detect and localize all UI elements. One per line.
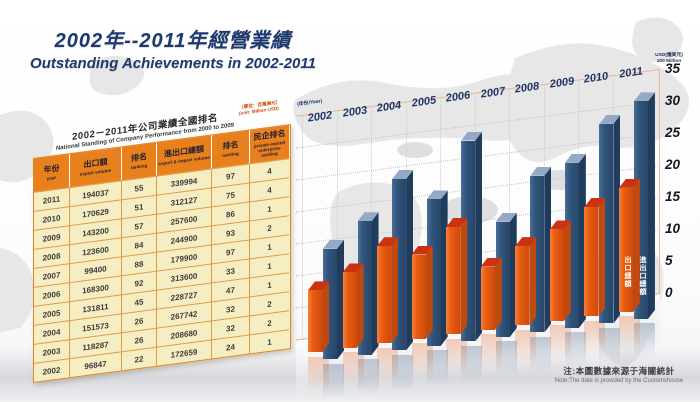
bar-total-2008 [544, 167, 551, 333]
bar-export-2009 [549, 220, 571, 230]
bar-total-2002 [323, 239, 344, 249]
y-axis-line [659, 69, 660, 294]
performance-table: （單位：百萬美元） (unit: Million USD) 2002－2011年… [33, 99, 291, 383]
bar-total-2002 [337, 240, 344, 360]
bar-total-2011 [648, 92, 655, 319]
bar-total-2008-reflection [530, 336, 552, 379]
bar-export-2008-reflection [515, 329, 537, 372]
table-cell: 24 [212, 334, 250, 359]
bar-export-2007-reflection [480, 334, 502, 376]
table-column-header-4: 排名 ranking [212, 130, 250, 169]
bar-export-2003 [342, 272, 357, 348]
source-note: 注:本圖數據來源于海關統計 Note:The date is provided … [540, 365, 698, 384]
bar-total-2009 [579, 154, 586, 328]
source-note-zh: 注:本圖數據來源于海關統計 [563, 366, 675, 376]
bar-total-2003 [372, 212, 379, 355]
bar-total-2003 [357, 212, 379, 222]
table-cell: 22 [122, 346, 157, 371]
table-column-header-5: 民企排名 private-owned enterprise ranking [250, 125, 289, 164]
bar-total-2006-reflection [461, 345, 483, 388]
bar-export-2007 [495, 258, 502, 330]
bar-export-2011-reflection [618, 316, 640, 358]
bar-export-2004 [391, 237, 398, 343]
bar-export-2010-reflection [584, 320, 606, 363]
page-title: 2002年--2011年經營業績 Outstanding Achievement… [28, 24, 318, 72]
table-column-header-2: 排名 ranking [122, 142, 157, 181]
column-header-en: ranking [222, 150, 239, 158]
bar-total-2008 [530, 166, 552, 176]
source-note-en: Note:The date is provided by the Customs… [554, 378, 684, 384]
bar-export-2010 [584, 207, 599, 317]
table-body: 2011 194037 55 339994 97 4 2010 170629 51 312127 7… [34, 158, 290, 382]
page-title-zh: 2002年--2011年經營業績 [54, 30, 292, 52]
bar-export-2008 [515, 246, 530, 326]
bar-total-2005 [426, 190, 448, 200]
bar-total-2007 [495, 212, 517, 222]
bar-export-2009 [549, 229, 564, 321]
bar-total-2011-reflection [633, 323, 655, 365]
bar-total-2004 [406, 170, 413, 351]
bar-export-2006-reflection [446, 338, 468, 381]
table-grid: 年份 year 出口額 export volume 排名 ranking 進出口總額 expo… [33, 124, 291, 383]
bar-export-2005-reflection [411, 343, 433, 385]
bar-export-2011 [618, 187, 633, 312]
column-header-zh: 年份 [43, 163, 60, 175]
bar-export-2006 [446, 217, 468, 227]
bar-export-2010 [598, 198, 605, 316]
bar-total-2011 [633, 92, 655, 102]
y-axis-unit-line2: 100 Million [656, 58, 682, 64]
bar-total-2009 [564, 153, 586, 163]
bar-total-2006 [475, 132, 482, 342]
bar-export-2002-reflection [308, 356, 329, 399]
bar-export-2002 [308, 281, 329, 291]
column-header-en: ranking [130, 162, 148, 170]
bar-export-2006 [446, 226, 461, 335]
bar-total-2002-reflection [323, 363, 344, 402]
bar-total-2005 [441, 190, 448, 346]
bar-export-2005 [426, 246, 433, 339]
bar-export-2003-reflection [342, 352, 364, 394]
bar-export-2002 [308, 290, 322, 353]
bar-total-2003-reflection [357, 359, 379, 401]
table-cell: 2002 [34, 358, 70, 382]
bar-export-2010 [584, 198, 606, 208]
bar-export-2011 [618, 178, 640, 188]
bar-total-2007-reflection [495, 341, 517, 383]
bar-export-2006 [460, 218, 467, 335]
bar-export-2005 [411, 245, 433, 255]
bar-export-2007 [480, 257, 502, 267]
bar-total-2004-reflection [392, 354, 414, 397]
bar-total-2006 [461, 131, 483, 141]
table-column-header-0: 年份 year [34, 154, 70, 192]
bar-total-2005-reflection [426, 350, 448, 392]
bar-total-2009-reflection [564, 332, 586, 374]
bar-export-2002 [322, 281, 329, 352]
column-header-en: year [46, 174, 57, 181]
bar-export-2011 [633, 179, 640, 312]
y-axis-unit: USD(億美元) 100 Million [642, 53, 696, 65]
bar-total-2010-reflection [599, 327, 621, 370]
bar-export-2008 [529, 237, 536, 325]
bar-total-2004 [392, 169, 414, 179]
bar-export-2004-reflection [377, 347, 399, 390]
bar-export-2003 [357, 263, 364, 348]
page-title-en: Outstanding Achievements in 2002-2011 [30, 55, 316, 72]
bar-export-2004 [377, 246, 392, 344]
bar-total-2010 [599, 114, 621, 124]
y-axis-unit-line1: USD(億美元) [655, 53, 683, 58]
bar-export-2008 [515, 237, 537, 247]
bar-export-2009-reflection [549, 325, 571, 367]
bar-total-2010 [613, 115, 620, 324]
table-cell: 1 [250, 329, 289, 354]
bar-total-2007 [510, 213, 517, 337]
bar-export-2005 [411, 254, 426, 339]
bar-export-2009 [564, 220, 571, 321]
bar-export-2004 [377, 237, 399, 247]
bar-export-2003 [342, 263, 364, 273]
bar-export-2007 [480, 266, 495, 330]
